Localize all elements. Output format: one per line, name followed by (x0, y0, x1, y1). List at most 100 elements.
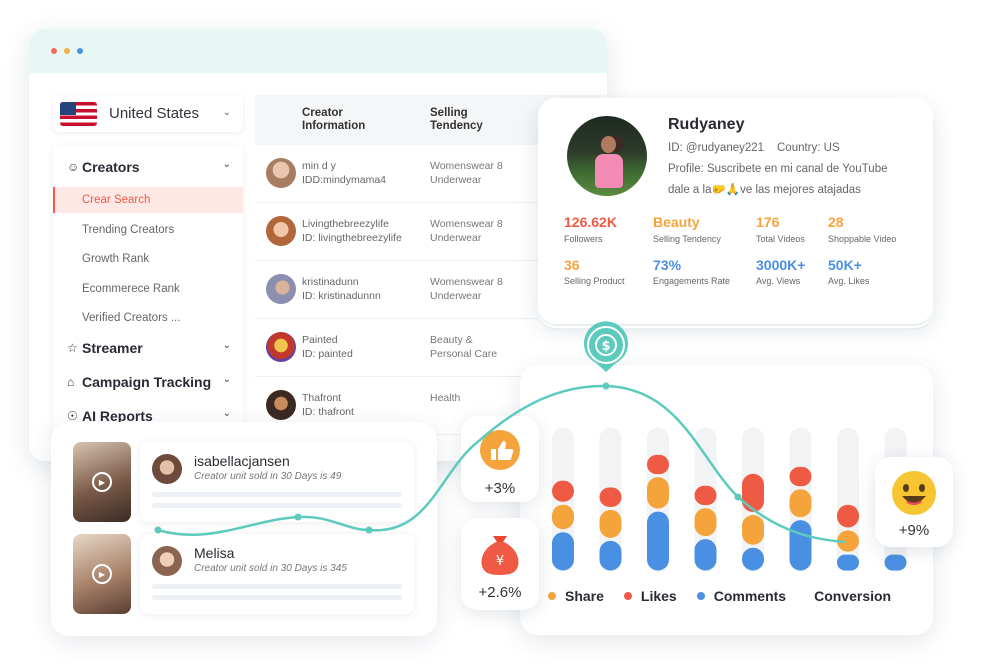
legend-label-conversion: Conversion (814, 588, 892, 604)
avatar (152, 454, 182, 484)
likes-growth-value: +3% (484, 480, 516, 497)
bar-likes (837, 504, 859, 528)
video-thumbnail[interactable]: ▶ (73, 442, 131, 522)
legend-item-conversion: Conversion (814, 588, 891, 604)
stat-avg-likes-label: Avg. Likes (828, 276, 870, 286)
us-flag-icon (60, 101, 97, 126)
stat-total-videos-label: Total Videos (756, 234, 805, 244)
bar-comments (837, 554, 859, 571)
sidebar-item-growth-rank[interactable]: Growth Rank (82, 253, 150, 265)
stat-shoppable-video-label: Shoppable Video (828, 234, 897, 244)
bar-comments (552, 532, 574, 571)
profile-name: Rudyaney (668, 116, 745, 133)
stat-selling-product-value: 36 (564, 257, 580, 273)
table-row[interactable]: kristinadunn ID: kristinadunnn Womenswear… (255, 261, 605, 319)
window-dot-minimize[interactable] (64, 48, 70, 54)
column-header-selling[interactable]: Selling Tendency (430, 107, 483, 132)
sidebar-item-crear-search[interactable]: Crear Search (53, 187, 243, 213)
placeholder-bar (152, 584, 402, 589)
sidebar-item-ecommerce-rank[interactable]: Ecommerece Rank (82, 283, 180, 295)
sidebar-item-trending-creators[interactable]: Trending Creators (82, 224, 175, 236)
bar-share (552, 504, 574, 530)
creator-id: ID: kristinadunnn (302, 290, 381, 302)
window-dot-close[interactable] (51, 48, 57, 54)
stat-engagement-rate-label: Engagements Rate (653, 276, 731, 286)
bar-share (694, 508, 717, 537)
bar-share (789, 489, 812, 518)
legend-dot-likes (623, 592, 632, 600)
country-label: United States (109, 105, 200, 122)
avatar (266, 332, 296, 362)
legend-item-share: Share (548, 588, 604, 604)
placeholder-bar (152, 492, 402, 497)
bar-comments (694, 539, 717, 571)
chart-legend: Share Likes Comments Conversion (548, 588, 911, 604)
sale-item[interactable]: isabellacjansen Creator unit sold in 30 … (140, 442, 414, 522)
sale-units-text: Creator unit sold in 30 Days is 345 (194, 563, 347, 574)
placeholder-bar (152, 595, 402, 600)
sale-units-text: Creator unit sold in 30 Days is 49 (194, 471, 342, 482)
stat-avg-views-label: Avg. Views (756, 276, 801, 286)
creator-name: min d y (302, 160, 336, 172)
table-row[interactable]: min d y IDD:mindymama4 Womenswear 8 Under… (255, 145, 605, 203)
column-header-creator[interactable]: Creator Information (302, 107, 366, 132)
stat-total-videos-value: 176 (756, 214, 780, 230)
bar-likes (789, 466, 812, 487)
creator-name: kristinadunn (302, 276, 359, 288)
stat-engagement-rate-value: 73% (653, 257, 682, 273)
bar-likes (742, 473, 764, 513)
title-bar (29, 29, 607, 73)
smiley-icon (892, 471, 936, 515)
bar-likes (599, 487, 622, 507)
stat-selling-tendency-label: Selling Tendency (653, 234, 721, 244)
avatar (152, 546, 182, 576)
bar-likes (694, 485, 717, 506)
stat-selling-product-label: Selling Product (564, 276, 625, 286)
happiness-growth-card: +9% (875, 457, 953, 547)
bar-share (647, 477, 669, 509)
video-thumbnail[interactable]: ▶ (73, 534, 131, 614)
bar-share (837, 530, 859, 552)
user-icon: ☺ (67, 160, 80, 174)
legend-item-likes: Likes (623, 588, 677, 604)
avatar (266, 274, 296, 304)
creator-id: IDD:mindymama4 (302, 174, 387, 186)
sidebar-item-verified-creators[interactable]: Verified Creators ... (82, 312, 181, 324)
sidebar-creators-label: Creators (82, 159, 140, 175)
placeholder-bar (152, 503, 402, 508)
bar-likes (552, 480, 574, 502)
stat-followers-value: 126.62K (564, 214, 617, 230)
sale-creator-name: Melisa (194, 545, 235, 561)
legend-label-comments: Comments (713, 588, 787, 604)
creator-name: Painted (302, 334, 338, 346)
country-select[interactable]: United States ⌄ (53, 95, 243, 132)
table-row[interactable]: Livingthebreezylife ID: livingthebreezyli… (255, 203, 605, 261)
legend-label-likes: Likes (640, 588, 677, 604)
creator-id: ID: painted (302, 348, 353, 360)
stat-selling-tendency-value: Beauty (653, 214, 700, 230)
profile-bio-line-1: Profile: Suscribete en mi canal de YouTu… (668, 163, 888, 175)
happiness-growth-value: +9% (898, 522, 930, 539)
stat-avg-views-value: 3000K+ (756, 257, 806, 273)
sidebar-section-creators[interactable]: ☺ Creators ⌄ (53, 155, 243, 179)
window-dot-maximize[interactable] (77, 48, 83, 54)
avatar (266, 216, 296, 246)
legend-label-share: Share (565, 588, 604, 604)
legend-dot-comments (696, 592, 705, 600)
selling-tendency: Beauty & Personal Care (430, 334, 498, 360)
sidebar-section-streamer[interactable]: ☆ Streamer ⌄ (67, 340, 231, 356)
play-icon[interactable]: ▶ (92, 564, 112, 584)
bar-comments (742, 547, 764, 571)
sale-item[interactable]: Melisa Creator unit sold in 30 Days is 3… (140, 534, 414, 614)
stat-shoppable-video-value: 28 (828, 214, 844, 230)
streamer-icon: ☆ (67, 341, 78, 355)
revenue-growth-value: +2.6% (478, 584, 522, 601)
sale-creator-name: isabellacjansen (194, 453, 290, 469)
stat-followers-label: Followers (564, 234, 603, 244)
play-icon[interactable]: ▶ (92, 472, 112, 492)
creator-id: ID: livingthebreezylife (302, 232, 402, 244)
bar-comments (647, 511, 669, 571)
campaign-icon: ⌂ (67, 375, 75, 389)
table-row[interactable]: Painted ID: painted Beauty & Personal Car… (255, 319, 605, 377)
avatar (266, 158, 296, 188)
